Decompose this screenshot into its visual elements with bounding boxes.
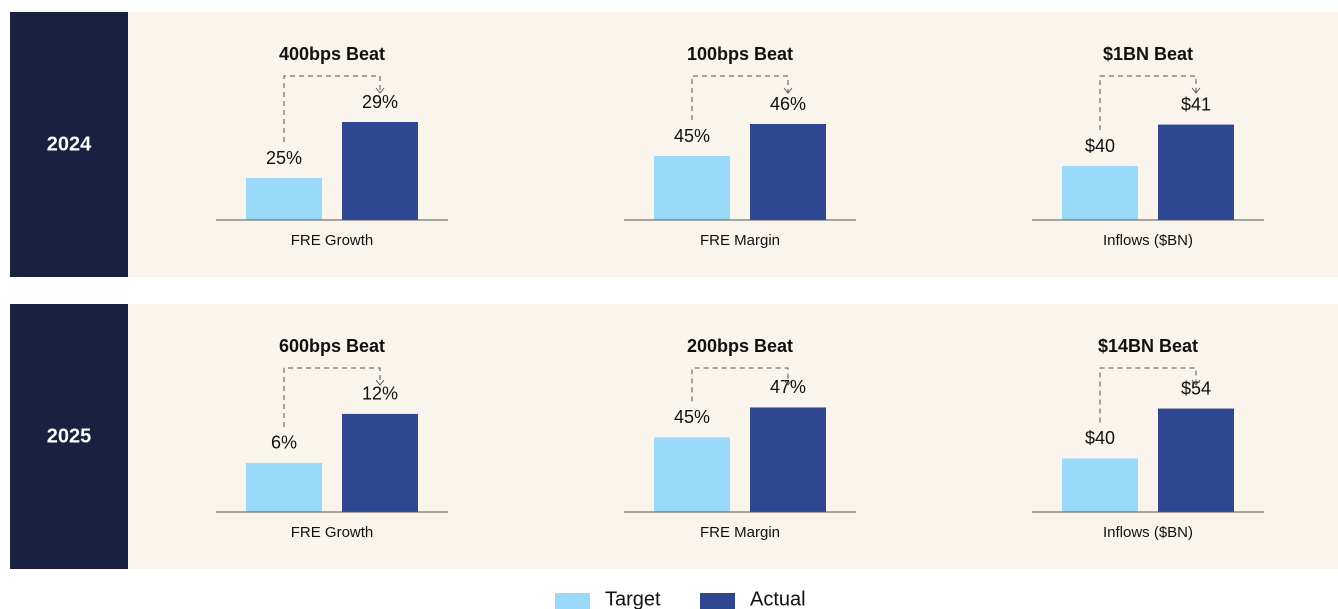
beat-bracket [1099, 367, 1197, 423]
chart-title: 400bps Beat [279, 44, 385, 64]
chart-title: 200bps Beat [687, 336, 793, 356]
value-label: $40 [1085, 136, 1115, 156]
legend-label: Target [605, 588, 661, 609]
row-panel [128, 12, 1338, 277]
value-label: 45% [674, 126, 710, 146]
bar [1062, 166, 1138, 220]
chart-title: $14BN Beat [1098, 336, 1198, 356]
beat-arrow [1191, 379, 1201, 386]
value-label: 12% [362, 384, 398, 404]
beat-bracket [283, 367, 381, 427]
value-label: $40 [1085, 428, 1115, 448]
bar [750, 407, 826, 512]
value-label: 6% [271, 433, 297, 453]
value-label: $54 [1181, 378, 1211, 398]
chart-title: 100bps Beat [687, 44, 793, 64]
year-label: 2025 [47, 425, 92, 447]
bar [654, 437, 730, 512]
beat-bracket [691, 367, 789, 402]
x-label: Inflows ($BN) [1103, 524, 1193, 541]
beat-arrow [783, 87, 793, 94]
x-label: FRE Growth [291, 232, 374, 249]
legend-swatch [700, 593, 735, 609]
beat-arrow [375, 87, 385, 94]
legend-label: Actual [750, 588, 806, 609]
chart-title: 600bps Beat [279, 336, 385, 356]
chart-title: $1BN Beat [1103, 44, 1193, 64]
x-label: FRE Margin [700, 232, 780, 249]
year-panel [10, 304, 128, 569]
bar [342, 122, 418, 220]
beat-bracket [1099, 75, 1197, 131]
row-panel [128, 304, 1338, 569]
year-label: 2024 [47, 133, 92, 155]
bar [342, 413, 418, 512]
bar [246, 178, 322, 220]
value-label: 47% [770, 377, 806, 397]
beat-arrow [375, 379, 385, 386]
value-label: 29% [362, 92, 398, 112]
bar [1062, 458, 1138, 512]
value-label: 46% [770, 94, 806, 114]
year-panel [10, 12, 128, 277]
value-label: $41 [1181, 94, 1211, 114]
legend-swatch [555, 593, 590, 609]
value-label: 25% [266, 148, 302, 168]
x-label: Inflows ($BN) [1103, 232, 1193, 249]
beat-arrow [1191, 87, 1201, 94]
bar [750, 124, 826, 220]
beat-arrow [783, 379, 793, 386]
bar [654, 156, 730, 220]
value-label: 45% [674, 407, 710, 427]
beat-bracket [691, 75, 789, 120]
x-label: FRE Margin [700, 524, 780, 541]
bar [1158, 124, 1234, 220]
bar [246, 462, 322, 512]
bar [1158, 408, 1234, 512]
x-label: FRE Growth [291, 524, 374, 541]
